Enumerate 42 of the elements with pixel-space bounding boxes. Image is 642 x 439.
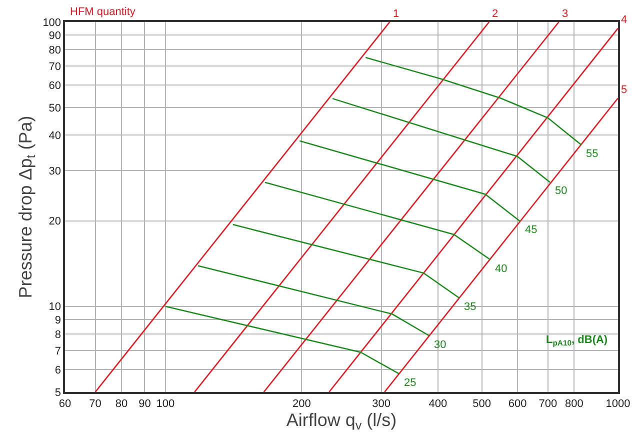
y-tick-label: 40 <box>48 130 62 142</box>
series-label: 1 <box>393 8 400 20</box>
series-label: 25 <box>404 377 416 389</box>
x-axis-title: Airflow q$_{v}$ (l/s) <box>286 410 397 433</box>
y-tick-label: 20 <box>48 216 62 228</box>
x-tick-label: 1000 <box>606 398 630 410</box>
text: HFM quantity <box>70 6 136 18</box>
y-tick-label: 80 <box>48 44 62 56</box>
y-tick-label: 70 <box>48 60 62 73</box>
x-tick-label: 70 <box>89 398 102 410</box>
x-tick-label: 700 <box>538 398 558 410</box>
y-tick-label: 60 <box>48 80 62 92</box>
y-tick-label: 10 <box>48 301 62 314</box>
y-tick-label: 6 <box>54 364 62 376</box>
x-tick-label: 300 <box>372 398 391 410</box>
series-label: 45 <box>525 224 538 236</box>
x-tick-label: 200 <box>292 398 311 410</box>
x-tick-label: 500 <box>472 398 491 410</box>
series-label: 40 <box>495 263 508 275</box>
x-tick-label: 400 <box>428 398 448 410</box>
y-tick-label: 5 <box>54 386 62 399</box>
x-tick-label: 80 <box>115 398 128 410</box>
series-label: 5 <box>621 84 628 96</box>
y-tick-label: 8 <box>54 328 62 341</box>
series-label: 35 <box>464 301 476 313</box>
y-tick-label: 90 <box>48 30 62 42</box>
series-label: 2 <box>492 8 498 20</box>
y-tick-label: 7 <box>54 345 62 358</box>
series-label: 4 <box>621 14 628 26</box>
annotation: L$_{pA10}$, dB(A) <box>546 334 608 348</box>
series-label: 30 <box>434 339 446 351</box>
y-tick-label: 9 <box>54 314 62 326</box>
y-tick-label: 100 <box>42 16 62 29</box>
x-tick-label: 100 <box>156 398 175 410</box>
series-label: 50 <box>555 185 568 197</box>
x-tick-label: 90 <box>138 398 151 410</box>
y-tick-label: 30 <box>48 166 62 178</box>
series-label: 3 <box>562 8 568 20</box>
x-tick-label: 800 <box>564 398 584 410</box>
series-label: 55 <box>586 148 598 160</box>
x-tick-label: 600 <box>508 398 527 410</box>
y-tick-label: 50 <box>48 102 62 114</box>
